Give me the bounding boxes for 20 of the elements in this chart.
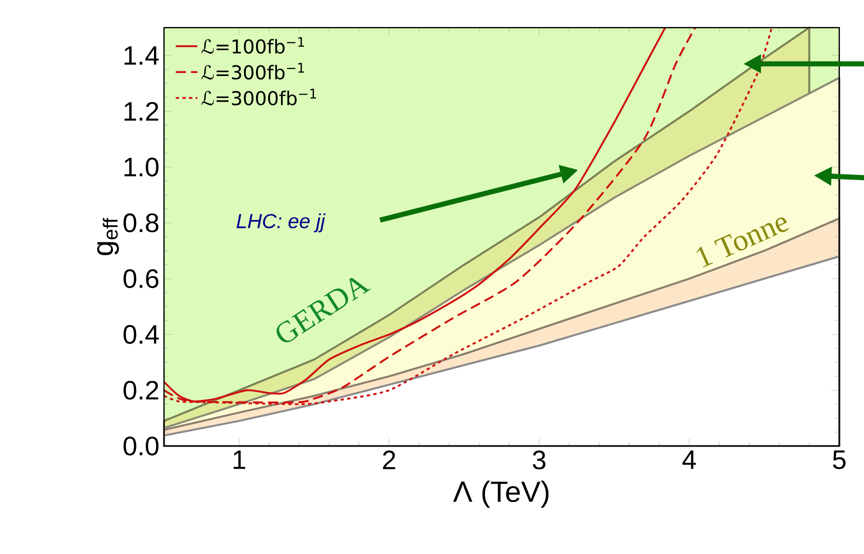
legend-label: ℒ=3000fb$^{−1}$: [202, 89, 316, 106]
legend-label: ℒ=300fb$^{−1}$: [202, 63, 304, 80]
y-tick-label: 0.4: [124, 325, 159, 344]
y-tick-label: 1.2: [124, 102, 158, 121]
x-tick-label: 2: [383, 450, 396, 470]
y-tick-label: 0.8: [124, 214, 158, 233]
y-tick-label: 0.0: [124, 436, 158, 456]
x-tick-label: 4: [682, 450, 696, 470]
x-tick-label: 3: [532, 450, 546, 470]
y-axis-title: g$_{eff}$: [97, 218, 119, 256]
legend-label: ℒ=100fb$^{−1}$: [202, 37, 304, 54]
y-tick-label: 1.0: [124, 158, 158, 177]
y-tick-label: 0.6: [124, 269, 158, 288]
annotation: 1 Tonne: [696, 218, 789, 268]
x-tick-label: 5: [832, 450, 846, 470]
annotation: LHC: ee jj: [236, 214, 326, 233]
y-tick-label: 0.2: [124, 381, 158, 400]
x-tick-label: 1: [234, 450, 246, 470]
y-tick-label: 1.4: [124, 46, 159, 65]
x-axis-title: Λ (TeV): [453, 480, 548, 508]
